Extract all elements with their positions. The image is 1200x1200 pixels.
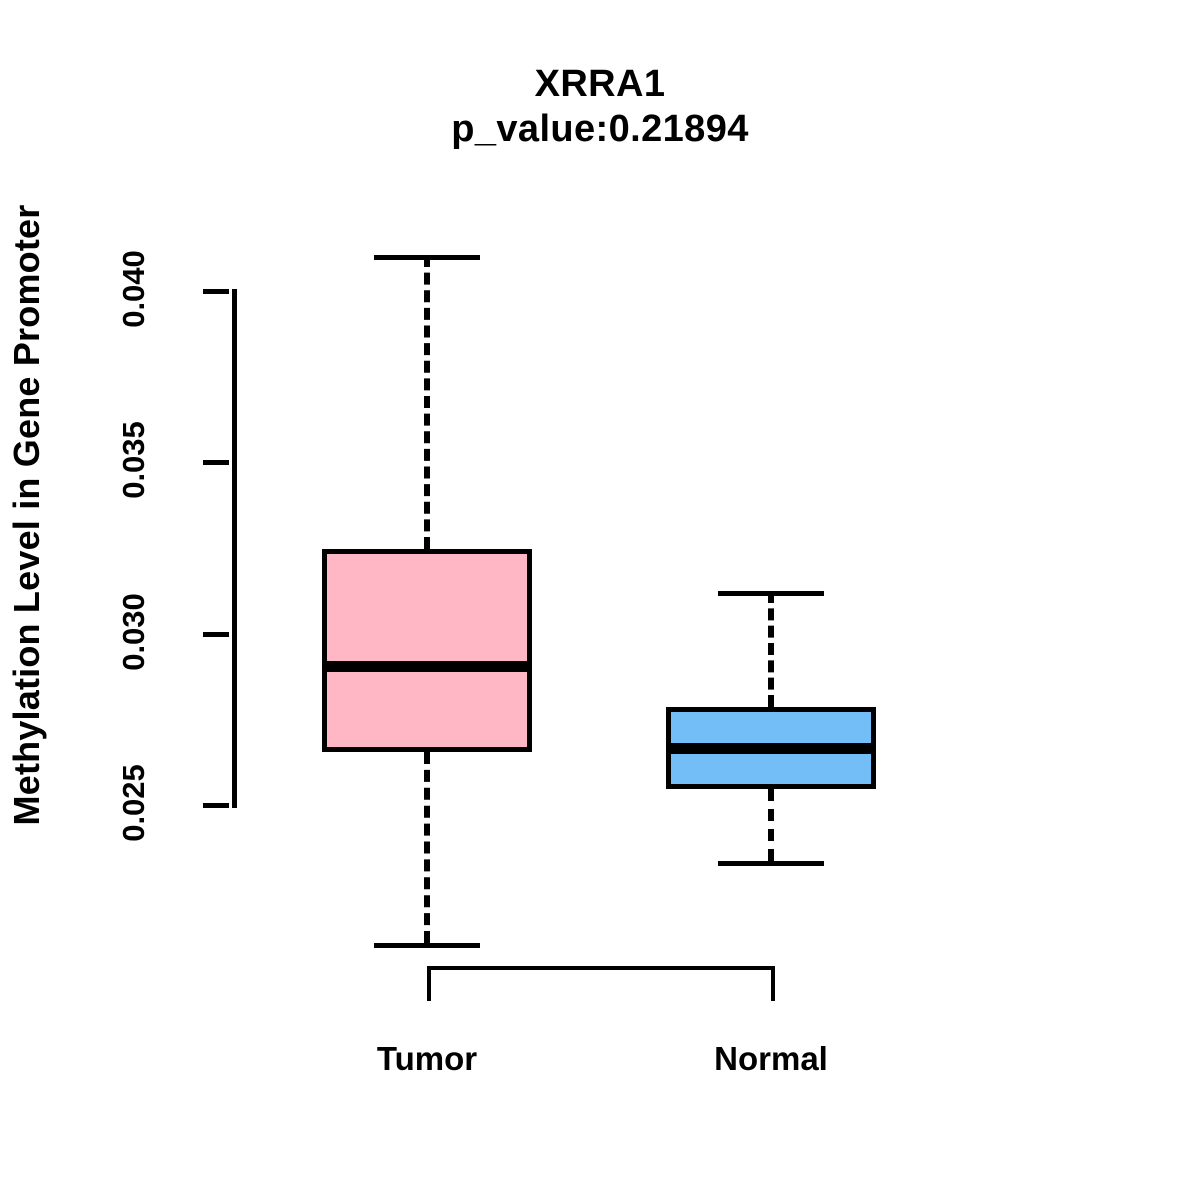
lower-whisker-cap	[718, 861, 824, 867]
y-axis-spine	[232, 289, 237, 808]
x-axis-tip	[427, 966, 431, 1001]
y-axis-tick	[203, 289, 229, 294]
upper-whisker-cap	[374, 254, 480, 260]
upper-whisker-line	[768, 590, 774, 708]
upper-whisker-line	[424, 254, 430, 550]
median-line-tumor	[322, 660, 532, 672]
median-line-normal	[666, 743, 876, 755]
lower-whisker-line	[768, 789, 774, 862]
box-tumor	[322, 549, 532, 752]
x-axis-spine	[427, 966, 771, 970]
lower-whisker-line	[424, 751, 430, 944]
y-axis-tick	[203, 631, 229, 637]
x-axis-tip	[771, 966, 775, 1001]
y-axis-tick	[203, 803, 229, 808]
x-axis-tick-label-normal: Normal	[714, 1040, 828, 1077]
x-axis-tick-label-tumor: Tumor	[376, 1040, 478, 1077]
y-axis-tick	[203, 460, 229, 466]
upper-whisker-cap	[718, 590, 824, 596]
lower-whisker-cap	[374, 943, 480, 949]
